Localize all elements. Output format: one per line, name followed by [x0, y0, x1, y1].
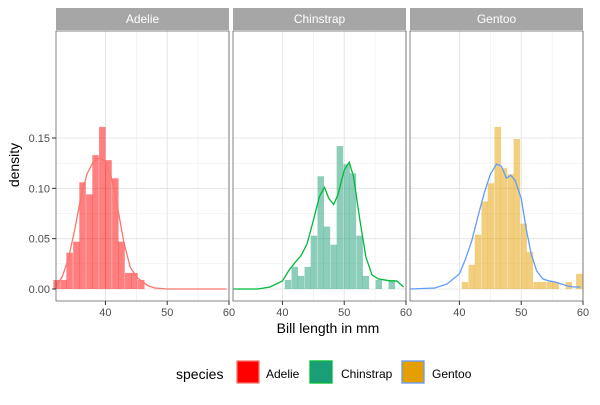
histogram-bar [526, 251, 534, 289]
y-axis: 0.00 0.05 0.10 0.15 [29, 133, 56, 296]
y-tick-label: 0.00 [29, 284, 50, 296]
histogram-bar [474, 234, 482, 289]
x-tick-label: 50 [338, 307, 350, 319]
histogram-bar [112, 178, 119, 289]
histogram-bar [138, 279, 145, 289]
histogram-bar [487, 183, 495, 289]
histogram-bar [481, 201, 489, 289]
legend-title: species [176, 366, 223, 382]
x-tick-label: 60 [223, 307, 235, 319]
legend-key-adelie [236, 360, 260, 384]
histogram-bar [323, 226, 331, 289]
histogram-bar [388, 279, 396, 289]
facet-strip [233, 8, 406, 30]
facet-strip-label: Chinstrap [294, 12, 346, 26]
legend-key-gentoo [401, 360, 425, 384]
histogram-bar [513, 139, 521, 289]
legend-key-chinstrap [309, 360, 333, 384]
facet-panels: Adelie 40 50 60 Chinstrap 40 50 60 Gentoo 40 50 60 [53, 8, 589, 319]
histogram-bar [356, 235, 363, 289]
histogram-bar [291, 266, 299, 289]
histogram-bar [375, 279, 383, 289]
histogram-bar [539, 281, 547, 289]
legend-label-adelie: Adelie [266, 367, 300, 381]
x-tick-label: 40 [453, 307, 465, 319]
legend-label-gentoo: Gentoo [432, 367, 472, 381]
histogram-bar [99, 126, 106, 289]
histogram-bar [73, 241, 80, 289]
density-curve [56, 157, 227, 290]
histogram-bar [92, 155, 99, 289]
histogram-bar [461, 281, 469, 289]
histogram-bar [317, 176, 324, 289]
facet-strip-label: Gentoo [477, 12, 517, 26]
histogram-bar [546, 281, 553, 289]
legend: species Adelie Chinstrap Gentoo [176, 360, 472, 384]
panel-border [409, 30, 584, 302]
density-curve [410, 163, 581, 290]
facet-strip-label: Adelie [126, 12, 160, 26]
facet-panel-gentoo: Gentoo 40 50 60 [409, 8, 589, 319]
histogram-bar [86, 194, 93, 289]
histogram-bar [468, 264, 476, 289]
histogram-bar [576, 273, 583, 289]
histogram-bar [565, 281, 573, 289]
histogram-bar [304, 266, 312, 289]
histogram-bar [520, 223, 527, 289]
panel-border [55, 30, 230, 302]
x-tick-label: 40 [99, 307, 111, 319]
histogram-bar [343, 164, 350, 289]
facet-strip [410, 8, 583, 30]
histogram-bar [105, 160, 112, 289]
y-tick-label: 0.15 [29, 133, 50, 145]
histogram-bar [297, 275, 305, 289]
x-tick-label: 50 [515, 307, 527, 319]
x-tick-label: 60 [577, 307, 589, 319]
histogram-bar [131, 272, 138, 289]
histogram-bar [66, 252, 73, 289]
x-tick-label: 40 [276, 307, 288, 319]
histogram-bar [494, 126, 501, 289]
density-curve [233, 160, 404, 290]
histogram-bar [60, 279, 67, 289]
x-tick-label: 60 [400, 307, 412, 319]
histogram-bar [79, 182, 86, 289]
facet-panel-adelie: Adelie 40 50 60 [53, 8, 235, 319]
histogram-bar [310, 235, 318, 289]
y-tick-label: 0.05 [29, 234, 50, 246]
histogram-bar [349, 173, 357, 289]
histogram-bar [125, 272, 132, 289]
histogram-bar [336, 146, 344, 289]
histogram-bar [284, 279, 292, 289]
histogram-bar [118, 241, 125, 289]
histogram-bar [330, 244, 337, 289]
facet-strip [56, 8, 229, 30]
histogram-bar [500, 168, 508, 289]
histogram-bar [552, 281, 560, 289]
y-tick-label: 0.10 [29, 183, 50, 195]
histogram-bar [533, 281, 540, 289]
x-tick-label: 50 [161, 307, 173, 319]
panel-border [232, 30, 407, 302]
histogram-bar [362, 275, 370, 289]
legend-label-chinstrap: Chinstrap [341, 367, 393, 381]
y-axis-title: density [6, 143, 22, 187]
histogram-bar [507, 174, 514, 289]
x-axis-title: Bill length in mm [277, 320, 380, 336]
facet-panel-chinstrap: Chinstrap 40 50 60 [232, 8, 412, 319]
